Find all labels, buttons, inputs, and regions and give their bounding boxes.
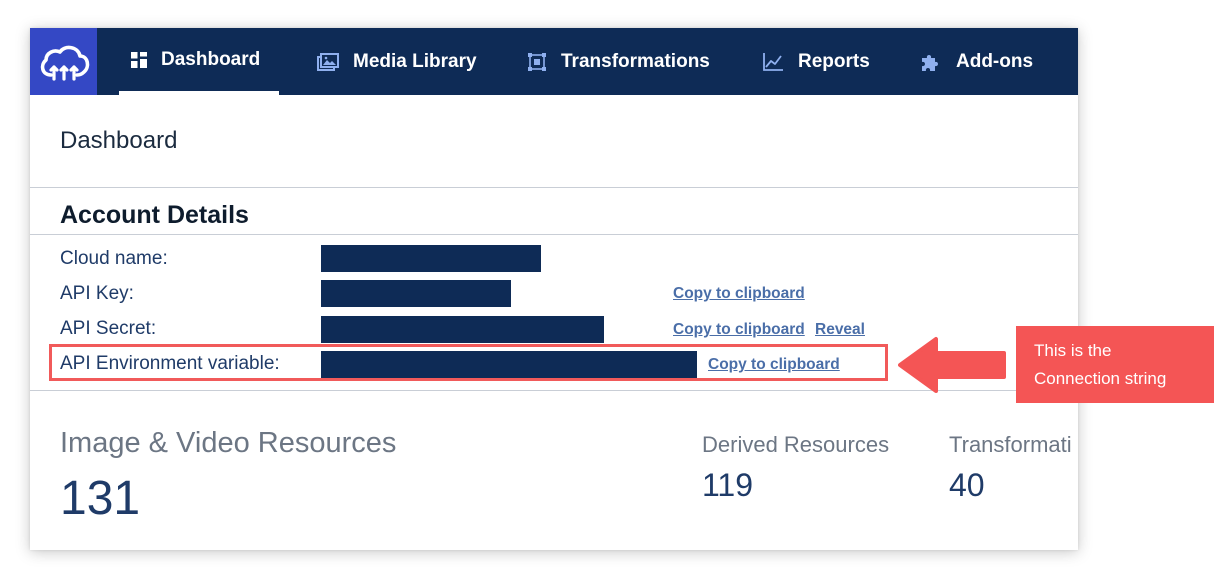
- connection-string-callout: This is the Connection string: [1016, 326, 1214, 403]
- image-video-resources-count: 131: [60, 472, 141, 525]
- nav-tab-add-ons[interactable]: Add-ons: [920, 28, 1033, 95]
- cloud-logo-icon: [40, 45, 89, 81]
- page-title: Dashboard: [60, 127, 178, 154]
- nav-tab-transformations[interactable]: Transformations: [527, 28, 710, 95]
- nav-tab-dashboard[interactable]: Dashboard: [119, 28, 279, 95]
- copy-api-env-variable-link[interactable]: Copy to clipboard: [708, 356, 840, 373]
- nav-tab-label: Reports: [798, 50, 870, 72]
- divider: [30, 234, 1078, 235]
- api-env-variable-value-redacted: [321, 351, 697, 378]
- cloud-name-label: Cloud name:: [60, 248, 168, 269]
- divider: [30, 187, 1078, 188]
- top-nav: Dashboard Media Library: [30, 28, 1078, 95]
- nav-tab-label: Media Library: [353, 50, 477, 72]
- transformations-icon: [527, 52, 547, 72]
- api-key-label: API Key:: [60, 283, 134, 304]
- divider: [30, 390, 1078, 391]
- api-env-variable-label: API Environment variable:: [60, 353, 280, 374]
- derived-resources-label: Derived Resources: [702, 432, 890, 457]
- cloud-name-value-redacted: [321, 245, 541, 272]
- puzzle-icon: [920, 51, 942, 73]
- reveal-api-secret-link[interactable]: Reveal: [815, 321, 865, 338]
- copy-api-secret-link[interactable]: Copy to clipboard: [673, 321, 805, 338]
- transformations-count: 40: [949, 467, 985, 503]
- callout-line-2: Connection string: [1034, 369, 1167, 388]
- account-details-heading: Account Details: [60, 201, 249, 229]
- media-library-icon: [317, 52, 339, 71]
- callout-line-1: This is the: [1034, 341, 1112, 360]
- dashboard-grid-icon: [131, 51, 147, 68]
- image-video-resources-label: Image & Video Resources: [60, 427, 397, 459]
- api-secret-label: API Secret:: [60, 318, 157, 339]
- cloudinary-console: Dashboard Media Library: [30, 28, 1078, 550]
- nav-tab-label: Transformations: [561, 50, 710, 72]
- nav-tab-reports[interactable]: Reports: [762, 28, 870, 95]
- cloudinary-logo[interactable]: [30, 28, 97, 95]
- arrow-left-icon: [898, 337, 1006, 393]
- nav-tab-label: Dashboard: [161, 48, 261, 70]
- nav-tab-media-library[interactable]: Media Library: [317, 28, 477, 95]
- api-key-value-redacted: [321, 280, 511, 307]
- derived-resources-count: 119: [702, 467, 754, 503]
- reports-chart-icon: [762, 52, 784, 72]
- transformations-label: Transformati: [949, 432, 1072, 457]
- copy-api-key-link[interactable]: Copy to clipboard: [673, 285, 805, 302]
- api-secret-value-redacted: [321, 316, 604, 343]
- env-variable-highlight-box: [49, 344, 888, 381]
- nav-tab-label: Add-ons: [956, 50, 1034, 72]
